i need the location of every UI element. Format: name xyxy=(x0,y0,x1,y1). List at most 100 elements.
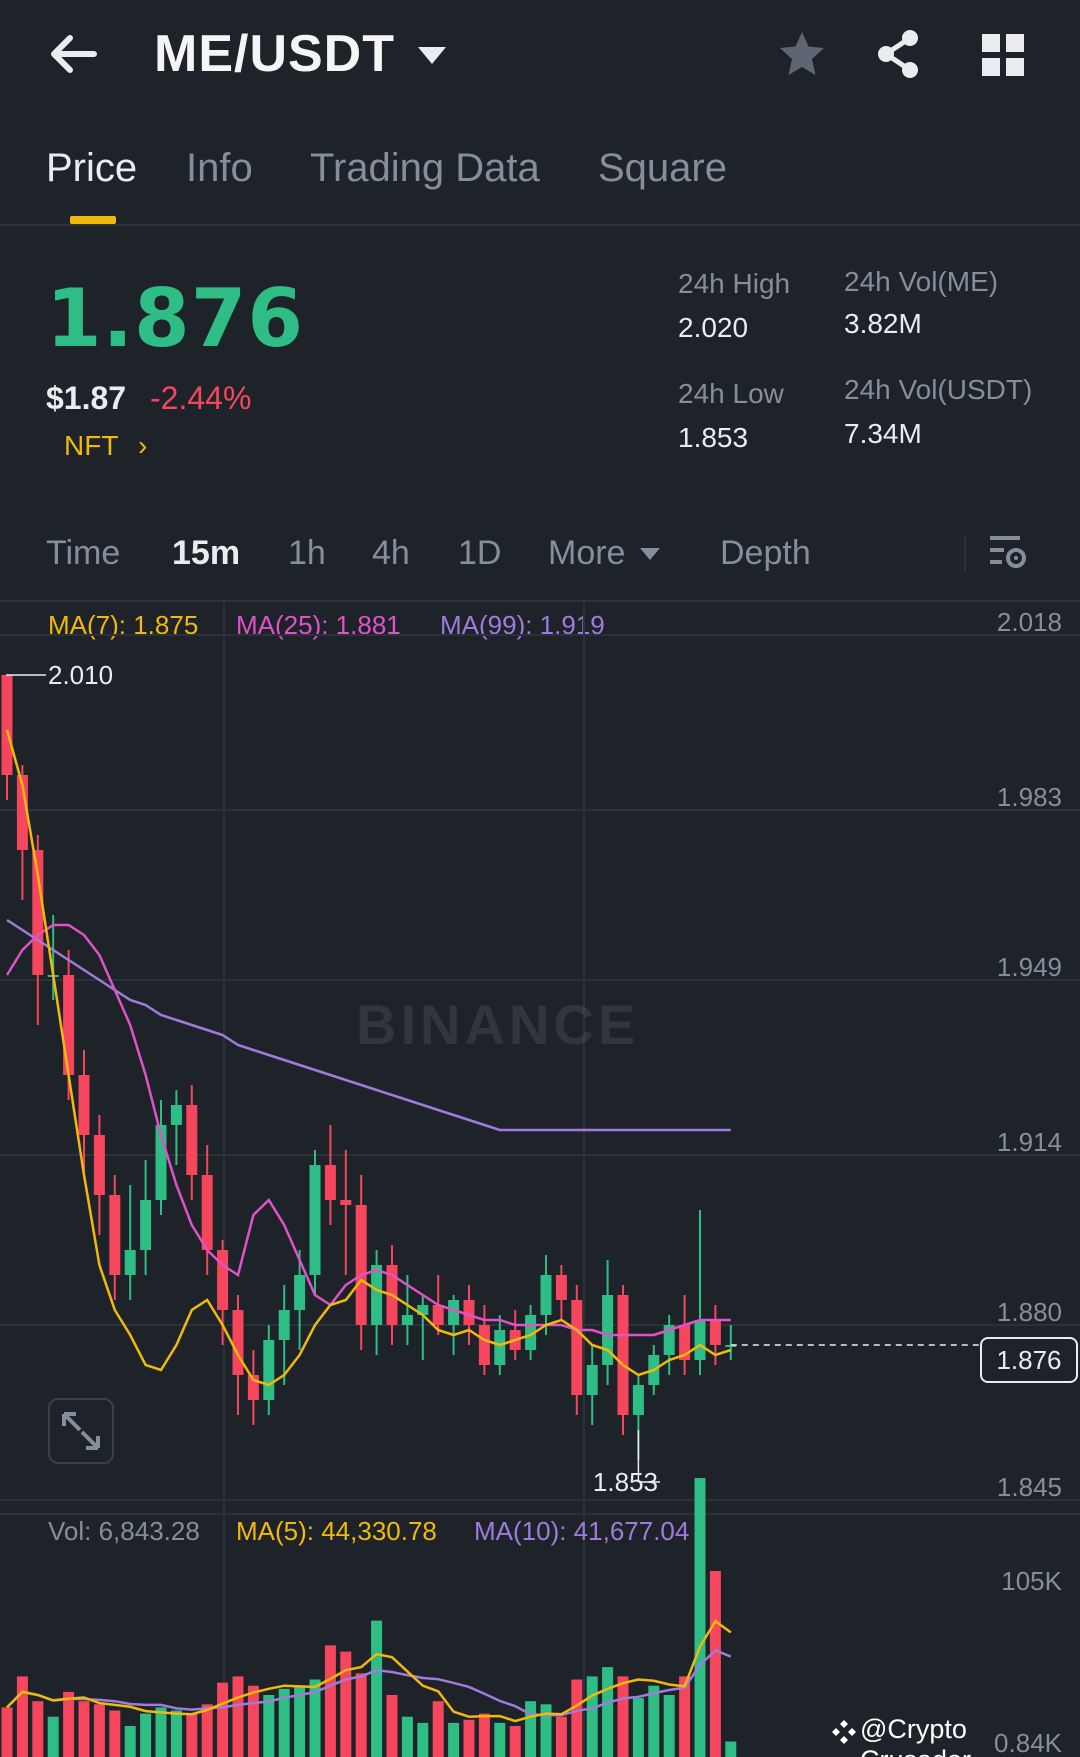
volume-bar xyxy=(140,1713,152,1757)
chevron-right-icon[interactable]: › xyxy=(138,430,148,461)
candle xyxy=(63,975,75,1075)
top-bar: ME/USDT xyxy=(0,0,1080,112)
pair-title[interactable]: ME/USDT xyxy=(154,25,395,83)
volume-bar xyxy=(63,1691,75,1757)
volume-bar xyxy=(463,1719,475,1757)
caret-down-icon[interactable] xyxy=(638,546,662,562)
volume-bar xyxy=(709,1571,721,1757)
candle xyxy=(448,1300,460,1325)
volume-bar xyxy=(401,1716,413,1757)
candle xyxy=(340,1200,352,1205)
depth-tab[interactable]: Depth xyxy=(720,534,811,572)
volume-bar xyxy=(648,1685,660,1757)
min-price-label: 1.853 xyxy=(593,1467,658,1497)
divider xyxy=(964,536,966,572)
price-axis: 2.018 1.983 1.949 1.914 1.880 1.845 105K 0.84K xyxy=(994,607,1063,1757)
share-icon[interactable] xyxy=(872,28,924,80)
candle xyxy=(463,1300,475,1325)
category-tag[interactable]: NFT xyxy=(64,430,119,461)
chart-settings-icon[interactable] xyxy=(988,532,1028,572)
candle xyxy=(155,1125,167,1200)
volume-bar xyxy=(186,1713,198,1757)
volume-bar xyxy=(679,1676,691,1757)
tab-square[interactable]: Square xyxy=(598,146,727,190)
volume-bar xyxy=(632,1698,644,1757)
vol-ma10-label: MA(10): 41,677.04 xyxy=(474,1516,690,1546)
candle xyxy=(201,1175,213,1250)
volume-bar xyxy=(124,1726,136,1757)
interval-1d[interactable]: 1D xyxy=(458,534,502,572)
price-tick-label: 1.949 xyxy=(997,952,1062,982)
candle xyxy=(709,1320,721,1345)
volume-bar xyxy=(571,1679,583,1757)
candlestick-chart[interactable]: 2.0181.9831.9491.9141.8801.845105K0.84K … xyxy=(0,602,1080,1757)
volume-bar xyxy=(386,1695,398,1757)
candle xyxy=(232,1310,244,1375)
grid-icon[interactable] xyxy=(980,32,1026,78)
arrow-left-icon[interactable] xyxy=(44,26,104,82)
vol-base-label: 24h Vol(ME) xyxy=(844,266,999,297)
interval-1h[interactable]: 1h xyxy=(288,534,326,572)
vol-quote-value: 7.34M xyxy=(844,418,922,449)
price-tick-label: 1.880 xyxy=(997,1297,1062,1327)
candle xyxy=(401,1315,413,1325)
candle xyxy=(525,1315,537,1350)
expand-icon xyxy=(62,1412,100,1450)
candle xyxy=(586,1365,598,1395)
binance-diamond-icon xyxy=(832,1720,856,1744)
candle xyxy=(494,1330,506,1365)
price-tick-label: 1.914 xyxy=(997,1127,1062,1157)
ma25-line xyxy=(5,923,731,1337)
time-label: Time xyxy=(46,534,121,572)
volume-bar xyxy=(509,1726,521,1757)
tab-price[interactable]: Price xyxy=(46,146,138,190)
interval-4h[interactable]: 4h xyxy=(372,534,410,572)
exchange-watermark: BINANCE xyxy=(356,993,640,1056)
volume-bars xyxy=(1,1478,737,1757)
chart-grid xyxy=(0,602,1080,1757)
active-tab-indicator xyxy=(70,216,116,224)
volume-tick-label: 0.84K xyxy=(994,1728,1063,1757)
star-icon[interactable] xyxy=(776,28,828,80)
vol-ma10-line xyxy=(6,1648,732,1717)
last-price: 1.876 xyxy=(46,272,305,365)
candle xyxy=(109,1195,121,1275)
candle xyxy=(1,675,13,775)
price-tick-label: 1.845 xyxy=(997,1472,1062,1502)
volume-tick-label: 105K xyxy=(1001,1566,1062,1596)
volume-bar xyxy=(294,1685,306,1757)
caret-down-icon[interactable] xyxy=(414,42,450,68)
volume-bar xyxy=(663,1695,675,1757)
volume-bar xyxy=(247,1685,259,1757)
candle xyxy=(294,1275,306,1310)
tab-info[interactable]: Info xyxy=(186,146,253,190)
interval-15m[interactable]: 15m xyxy=(172,534,241,572)
candle xyxy=(324,1165,336,1200)
candle xyxy=(170,1105,182,1125)
candle xyxy=(78,1075,90,1135)
candle xyxy=(694,1320,706,1360)
candle xyxy=(32,850,44,975)
candle xyxy=(571,1300,583,1395)
low-label: 24h Low xyxy=(678,378,784,409)
candle xyxy=(16,775,28,850)
tab-trading-data[interactable]: Trading Data xyxy=(310,146,540,190)
candle xyxy=(417,1305,429,1315)
current-price-tag: 1.876 xyxy=(980,1337,1078,1383)
expand-chart-button[interactable] xyxy=(48,1398,114,1464)
candle xyxy=(602,1295,614,1365)
volume-bar xyxy=(586,1676,598,1757)
candle xyxy=(247,1375,259,1400)
candle xyxy=(478,1325,490,1365)
candle xyxy=(540,1275,552,1315)
ma99-line xyxy=(6,918,731,1132)
volume-bar xyxy=(217,1682,229,1757)
candle xyxy=(432,1305,444,1325)
candle xyxy=(93,1135,105,1195)
volume-bar xyxy=(16,1676,28,1757)
candle xyxy=(309,1165,321,1275)
creator-credit: @Crypto Crusador xyxy=(860,1714,971,1757)
candle xyxy=(278,1310,290,1340)
volume-bar xyxy=(478,1713,490,1757)
more-intervals[interactable]: More xyxy=(548,534,626,572)
